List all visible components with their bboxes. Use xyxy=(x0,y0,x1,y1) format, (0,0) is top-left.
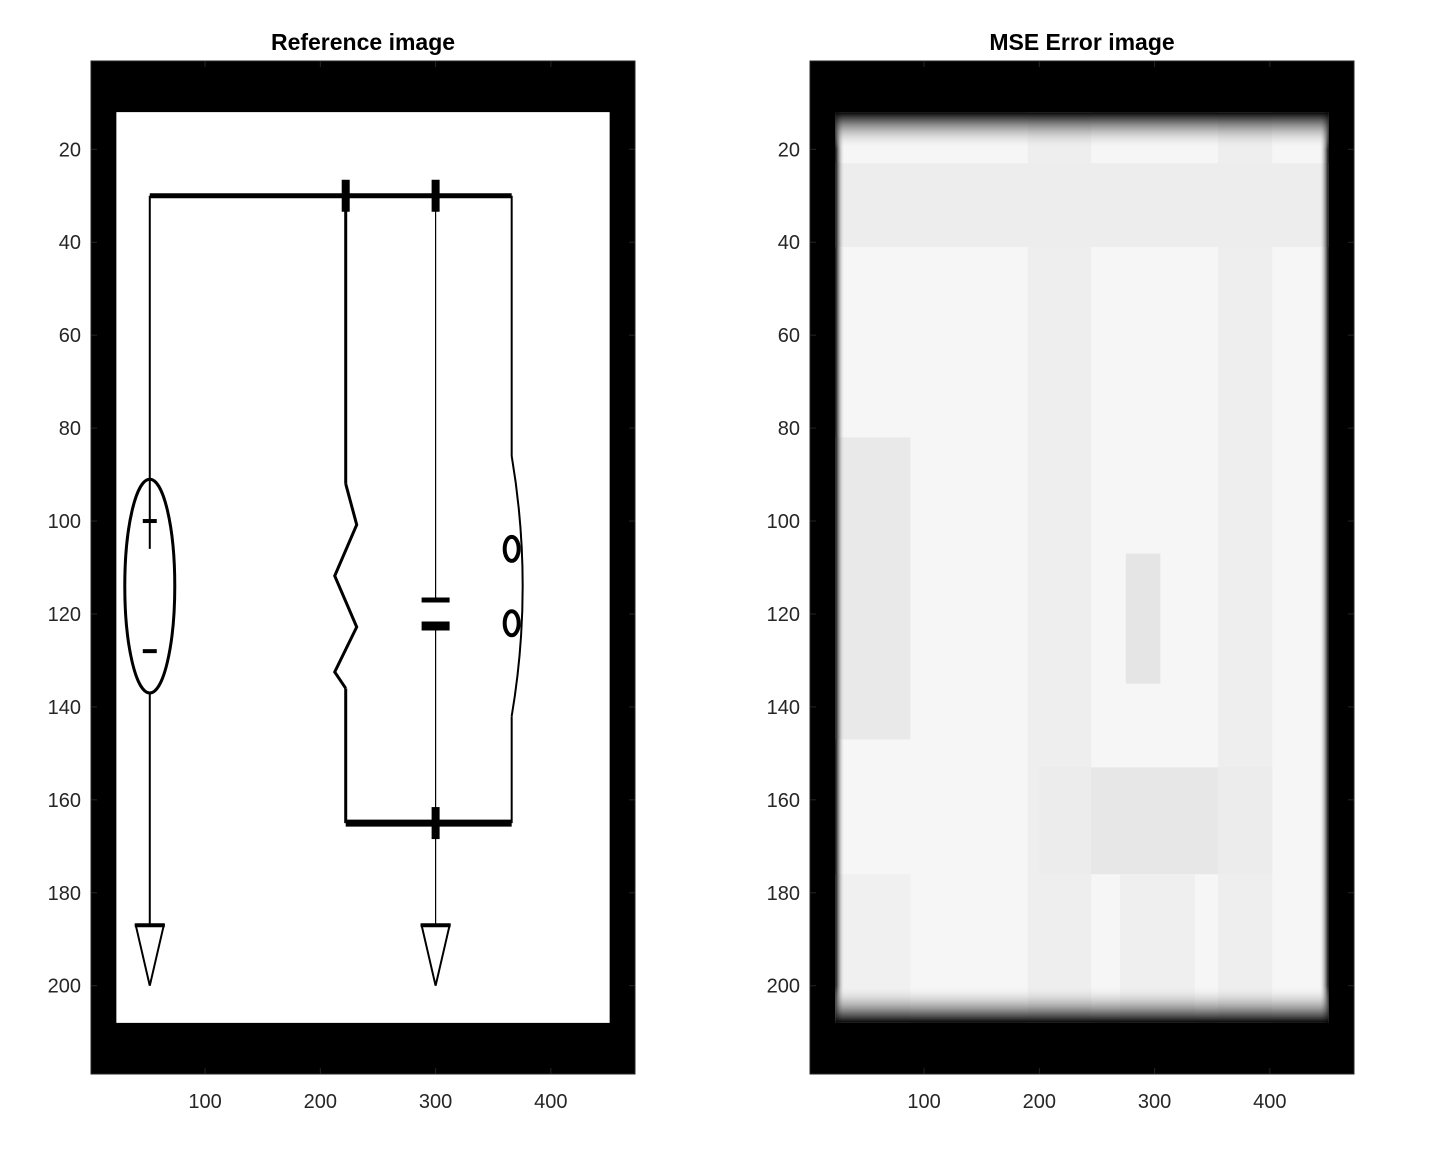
ground-symbol-1 xyxy=(134,924,166,986)
y-tick-label-120: 120 xyxy=(48,604,81,626)
mse-error-image-plot xyxy=(810,61,1354,1074)
edge-fade-top xyxy=(835,112,1329,150)
y-tick-label-20: 20 xyxy=(59,139,81,161)
error-region-4 xyxy=(835,437,911,740)
error-region-3 xyxy=(1125,553,1161,684)
y-tick-label-80: 80 xyxy=(59,418,81,440)
y-tick-label-40: 40 xyxy=(59,232,81,254)
junction-3 xyxy=(431,807,440,840)
y-tick-label-20: 20 xyxy=(778,139,800,161)
junction-1 xyxy=(341,179,350,212)
y-tick-label-180: 180 xyxy=(48,883,81,905)
y-tick-label-60: 60 xyxy=(59,325,81,347)
y-tick-label-200: 200 xyxy=(767,976,800,998)
inductor-coil-1 xyxy=(502,534,521,563)
error-region-6 xyxy=(1218,112,1273,1023)
x-tick-label-400: 400 xyxy=(1253,1091,1286,1113)
x-tick-label-200: 200 xyxy=(1023,1091,1056,1113)
ref-axes-box xyxy=(90,60,636,1075)
mse-axes-box xyxy=(809,60,1355,1075)
y-tick-label-200: 200 xyxy=(48,976,81,998)
y-tick-label-140: 140 xyxy=(48,697,81,719)
error-region-5 xyxy=(1027,112,1092,1023)
inductor-arc xyxy=(510,455,524,717)
x-tick-label-100: 100 xyxy=(188,1091,221,1113)
y-tick-label-160: 160 xyxy=(767,790,800,812)
x-tick-label-300: 300 xyxy=(1138,1091,1171,1113)
mse-error-image-axes: MSE Error image 100 200 300 400204060801001… xyxy=(767,29,1355,1113)
y-tick-label-180: 180 xyxy=(767,883,800,905)
mse-error-image-title: MSE Error image xyxy=(989,29,1174,55)
x-tick-label-400: 400 xyxy=(534,1091,567,1113)
mse-image-content xyxy=(810,61,1354,1074)
reference-image-plot xyxy=(91,61,635,1074)
reference-image-axes: Reference image 100 200 300 400204060801001… xyxy=(48,29,636,1113)
ref-image-region xyxy=(116,112,610,1023)
x-tick-label-100: 100 xyxy=(907,1091,940,1113)
edge-fade-bottom xyxy=(835,985,1329,1023)
inductor-coil-2 xyxy=(502,609,521,638)
edge-fade-left xyxy=(835,112,845,1023)
y-tick-label-40: 40 xyxy=(778,232,800,254)
junction-2 xyxy=(431,179,440,212)
x-tick-label-200: 200 xyxy=(304,1091,337,1113)
mse-error-image-ticks: 100 200 300 400 20 40 60 80 100 120 140 160 180 200 xyxy=(767,60,1355,1113)
ref-image-content xyxy=(91,61,635,1074)
y-tick-label-120: 120 xyxy=(767,604,800,626)
y-tick-label-100: 100 xyxy=(48,511,81,533)
y-tick-label-140: 140 xyxy=(767,697,800,719)
ground-symbol-2 xyxy=(420,924,451,986)
resistor-symbol xyxy=(332,483,359,690)
y-tick-label-60: 60 xyxy=(778,325,800,347)
y-tick-label-100: 100 xyxy=(767,511,800,533)
y-tick-label-160: 160 xyxy=(48,790,81,812)
reference-image-ticks: 100 200 300 400 20 40 60 80 100 120 140 160 180 200 xyxy=(48,60,636,1113)
x-tick-label-300: 300 xyxy=(419,1091,452,1113)
edge-fade-right xyxy=(1319,112,1329,1023)
y-tick-label-80: 80 xyxy=(778,418,800,440)
reference-image-title: Reference image xyxy=(271,29,455,55)
